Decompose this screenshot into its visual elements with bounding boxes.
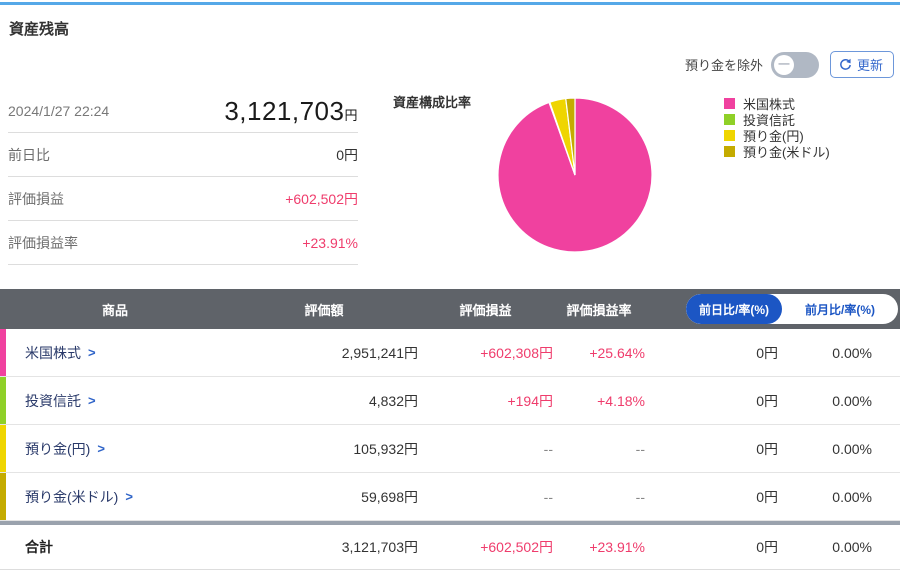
total-divider: [0, 521, 900, 525]
pl-rate-cell: --: [635, 440, 645, 457]
summary-label: 評価損益: [8, 190, 64, 207]
total-day-rate: 0.00%: [832, 539, 872, 555]
pl-cell: --: [543, 440, 553, 457]
pie-legend: 米国株式 投資信託 預り金(円) 預り金(米ドル): [724, 97, 830, 160]
legend-color-swatch: [724, 113, 735, 125]
controls: 預り金を除外 — 更新: [685, 51, 894, 78]
day-rate-cell: 0.00%: [832, 392, 872, 409]
legend-item: 預り金(米ドル): [724, 145, 830, 160]
col-header-pl-rate: 評価損益率: [566, 302, 632, 318]
day-change-cell: 0円: [756, 344, 778, 361]
chevron-right-icon: >: [88, 345, 96, 360]
timestamp: 2024/1/27 22:24: [8, 103, 110, 119]
chevron-right-icon: >: [88, 393, 96, 408]
refresh-button[interactable]: 更新: [829, 51, 894, 78]
summary-row: 評価損益 +602,502円: [8, 177, 358, 221]
legend-item: 投資信託: [724, 113, 830, 128]
asset-allocation-pie-chart: [497, 97, 653, 253]
pl-rate-cell: --: [635, 488, 645, 505]
pie-slice-4: [565, 97, 576, 176]
total-day-change: 0円: [756, 539, 778, 555]
total-pl: +602,502円: [480, 539, 553, 555]
exclude-deposit-toggle-group: 預り金を除外 —: [684, 51, 819, 78]
summary-row: 評価損益率 +23.91%: [8, 221, 358, 265]
refresh-button-label: 更新: [856, 58, 883, 73]
total-pl-rate: +23.91%: [589, 539, 645, 555]
product-link[interactable]: 預り金(円) >: [25, 440, 105, 457]
total-amount: 3,121,703円: [341, 539, 418, 555]
product-link[interactable]: 米国株式 >: [25, 344, 96, 361]
day-rate-cell: 0.00%: [832, 488, 872, 505]
legend-label: 投資信託: [743, 112, 796, 128]
legend-color-swatch: [724, 97, 735, 109]
table-row: 投資信託 > 4,832円 +194円 +4.18% 0円 0.00%: [0, 377, 900, 425]
table-row: 預り金(米ドル) > 59,698円 -- -- 0円 0.00%: [0, 473, 900, 521]
legend-item: 米国株式: [724, 97, 830, 112]
summary-label: 前日比: [8, 146, 50, 163]
period-toggle-daily[interactable]: 前日比/率(%): [686, 294, 782, 324]
summary-value: 0円: [336, 146, 358, 163]
category-color-strip: [0, 329, 6, 376]
summary-panel: 2024/1/27 22:24 3,121,703円 前日比 0円評価損益 +602…: [8, 90, 358, 265]
total-row: 合計 3,121,703円 +602,502円 +23.91% 0円 0.00%: [0, 525, 900, 570]
refresh-icon: [839, 58, 852, 71]
asset-table: 商品 評価額 評価損益 評価損益率 前日比/率(%) 前月比/率(%) 米国株式…: [0, 289, 900, 570]
chevron-right-icon: >: [97, 441, 105, 456]
amount-cell: 59,698円: [361, 488, 418, 505]
day-rate-cell: 0.00%: [832, 344, 872, 361]
category-color-strip: [0, 473, 6, 520]
legend-color-swatch: [724, 145, 735, 157]
day-change-cell: 0円: [756, 440, 778, 457]
summary-row: 前日比 0円: [8, 133, 358, 177]
col-header-pl: 評価損益: [459, 302, 512, 318]
table-row: 米国株式 > 2,951,241円 +602,308円 +25.64% 0円 0.…: [0, 329, 900, 377]
legend-label: 米国株式: [743, 96, 796, 112]
day-rate-cell: 0.00%: [832, 440, 872, 457]
legend-label: 預り金(米ドル): [743, 144, 830, 160]
pl-rate-cell: +25.64%: [589, 344, 645, 361]
day-change-cell: 0円: [756, 392, 778, 409]
summary-label: 評価損益率: [8, 234, 78, 251]
product-link[interactable]: 投資信託 >: [25, 392, 96, 409]
category-color-strip: [0, 377, 6, 424]
period-toggle-monthly[interactable]: 前月比/率(%): [805, 302, 875, 317]
pl-rate-cell: +4.18%: [597, 392, 645, 409]
table-row: 預り金(円) > 105,932円 -- -- 0円 0.00%: [0, 425, 900, 473]
period-toggle: 前日比/率(%) 前月比/率(%): [686, 294, 898, 324]
table-header: 商品 評価額 評価損益 評価損益率 前日比/率(%) 前月比/率(%): [0, 289, 900, 329]
pie-chart-title: 資産構成比率: [393, 95, 472, 110]
pl-cell: +602,308円: [480, 344, 553, 361]
amount-cell: 105,932円: [353, 440, 418, 457]
summary-value: +23.91%: [302, 234, 358, 251]
pl-cell: --: [543, 488, 553, 505]
day-change-cell: 0円: [756, 488, 778, 505]
total-asset-amount: 3,121,703円: [224, 95, 358, 126]
pl-cell: +194円: [507, 392, 553, 409]
legend-color-swatch: [724, 129, 735, 141]
page-title: 資産残高: [9, 21, 70, 38]
exclude-deposit-label: 預り金を除外: [684, 58, 763, 73]
category-color-strip: [0, 425, 6, 472]
legend-label: 預り金(円): [743, 128, 804, 144]
legend-item: 預り金(円): [724, 129, 830, 144]
amount-cell: 4,832円: [368, 392, 418, 409]
top-accent-bar: [0, 2, 900, 5]
product-link[interactable]: 預り金(米ドル) >: [25, 488, 133, 505]
amount-cell: 2,951,241円: [341, 344, 418, 361]
total-label: 合計: [25, 539, 53, 555]
col-header-amount: 評価額: [304, 302, 344, 318]
summary-total-row: 2024/1/27 22:24 3,121,703円: [8, 90, 358, 133]
chevron-right-icon: >: [125, 489, 133, 504]
summary-value: +602,502円: [285, 190, 358, 207]
switch-knob-icon: —: [773, 54, 794, 75]
exclude-deposit-switch[interactable]: —: [770, 51, 819, 78]
col-header-product: 商品: [101, 302, 128, 318]
